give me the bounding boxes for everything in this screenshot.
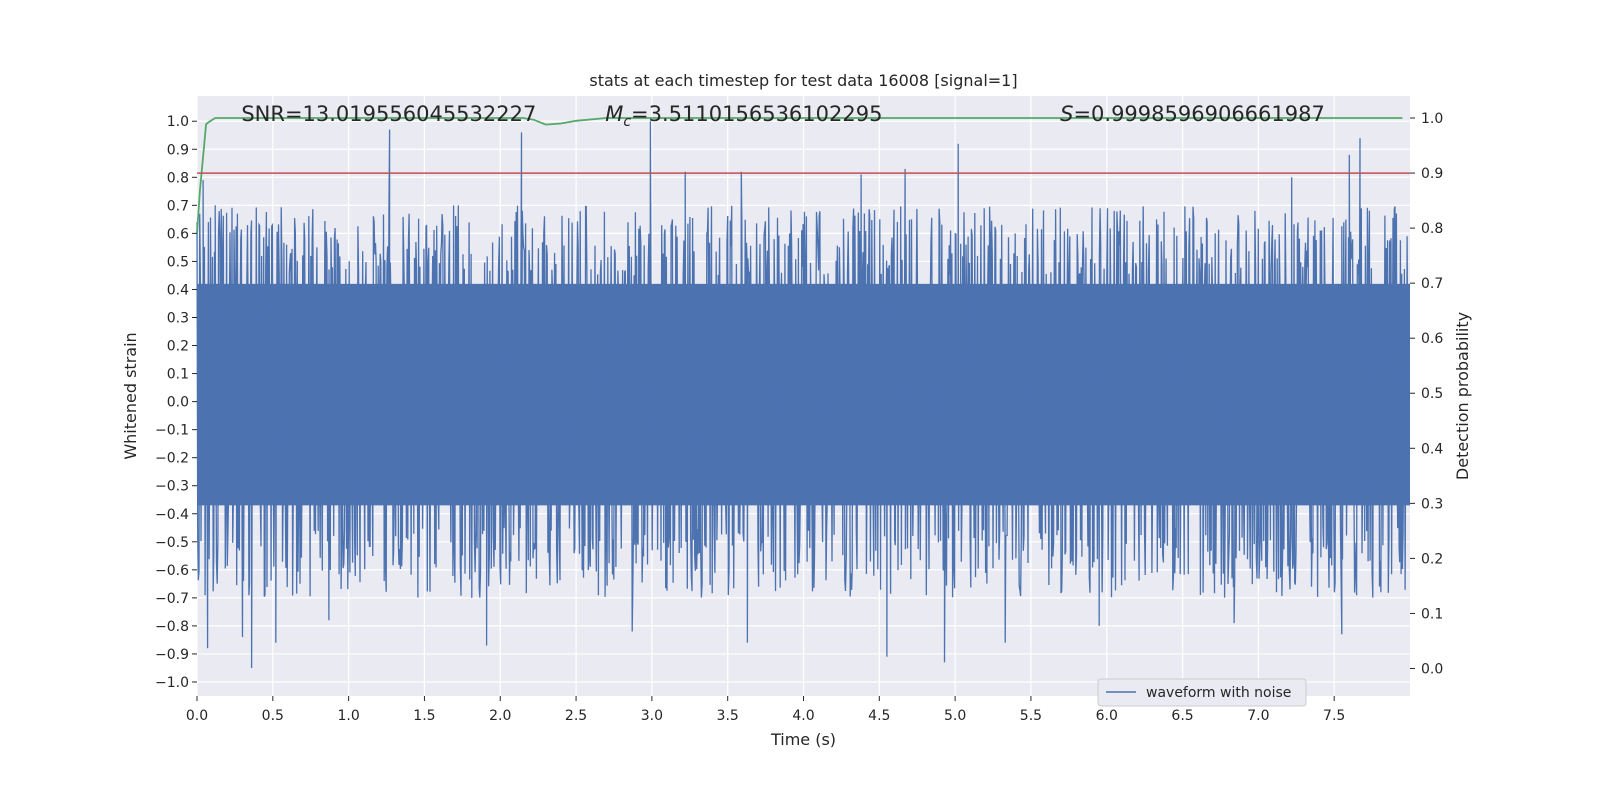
legend: waveform with noise	[1097, 678, 1307, 707]
y-tick-label: 0.8	[167, 170, 189, 186]
x-tick-label: 1.0	[337, 708, 359, 724]
x-tick-label: 2.0	[489, 708, 511, 724]
legend-label-waveform: waveform with noise	[1146, 685, 1291, 701]
stat-annotations: SNR=13.019556045532227 Mc=3.5110156536102…	[241, 102, 1325, 130]
y-tick-label: 1.0	[167, 114, 189, 130]
x-axis-ticks: 0.0 0.5 1.0 1.5 2.0 2.5 3.0 3.5 4.0 4.5 5.0 5.5 6.0 6…	[186, 696, 1345, 724]
y-axis-ticks: 1.0 0.9 0.8 0.7 0.6 0.5 0.4 0.3 0.2 0.1 0.0 −0.1 −0.…	[155, 114, 197, 691]
x-tick-label: 0.5	[262, 708, 284, 724]
y-axis-label: Whitened strain	[121, 332, 140, 459]
annotation-snr: SNR=13.019556045532227	[241, 102, 536, 126]
y2-axis-ticks: 1.0 0.9 0.8 0.7 0.6 0.5 0.4 0.3 0.2 0.1 0.0	[1410, 111, 1443, 677]
x-tick-label: 3.0	[641, 708, 663, 724]
y2-tick-label: 0.8	[1421, 221, 1443, 237]
y-tick-label: −0.7	[155, 591, 189, 607]
y-tick-label: −0.5	[155, 535, 189, 551]
x-tick-label: 6.0	[1096, 708, 1118, 724]
y-tick-label: −0.2	[155, 451, 189, 467]
x-tick-label: 5.5	[1020, 708, 1042, 724]
chart-title: stats at each timestep for test data 160…	[589, 71, 1017, 90]
y2-tick-label: 0.3	[1421, 496, 1443, 512]
y2-tick-label: 0.7	[1421, 276, 1443, 292]
annotation-mc: Mc=3.5110156536102295	[605, 102, 882, 130]
y-tick-label: 0.3	[167, 310, 189, 326]
y-tick-label: −0.1	[155, 423, 189, 439]
waveform-line	[196, 121, 1410, 669]
y2-tick-label: 0.9	[1421, 166, 1443, 182]
probability-series	[196, 117, 1403, 234]
x-axis-label: Time (s)	[770, 730, 836, 749]
y-tick-label: 0.2	[167, 339, 189, 355]
annotation-s: S=0.9998596906661987	[1060, 102, 1325, 126]
x-tick-label: 7.5	[1323, 708, 1345, 724]
x-tick-label: 7.0	[1247, 708, 1269, 724]
y-tick-label: −0.3	[155, 479, 189, 495]
x-tick-label: 3.5	[717, 708, 739, 724]
x-tick-label: 0.0	[186, 708, 208, 724]
x-tick-label: 4.5	[868, 708, 890, 724]
x-tick-label: 5.0	[944, 708, 966, 724]
y-tick-label: 0.9	[167, 142, 189, 158]
x-tick-label: 1.5	[413, 708, 435, 724]
y2-tick-label: 0.5	[1421, 386, 1443, 402]
y-tick-label: 0.6	[167, 226, 189, 242]
y-tick-label: −1.0	[155, 675, 189, 691]
y2-tick-label: 0.1	[1421, 606, 1443, 622]
legend-box	[1097, 678, 1307, 707]
y2-tick-label: 1.0	[1421, 111, 1443, 127]
y2-axis-label: Detection probability	[1453, 312, 1472, 480]
y-tick-label: 0.7	[167, 198, 189, 214]
y2-tick-label: 0.6	[1421, 331, 1443, 347]
y-tick-label: 0.5	[167, 254, 189, 270]
x-tick-label: 2.5	[565, 708, 587, 724]
y-tick-label: −0.9	[155, 647, 189, 663]
probability-line	[196, 117, 1403, 234]
y-tick-label: −0.4	[155, 507, 189, 523]
y2-tick-label: 0.2	[1421, 551, 1443, 567]
x-tick-label: 6.5	[1171, 708, 1193, 724]
y2-tick-label: 0.0	[1421, 661, 1443, 677]
y-tick-label: 0.4	[167, 282, 189, 298]
waveform-series	[196, 121, 1410, 669]
x-tick-label: 4.0	[792, 708, 814, 724]
y-tick-label: 0.1	[167, 367, 189, 383]
y-tick-label: −0.8	[155, 619, 189, 635]
y-tick-label: −0.6	[155, 563, 189, 579]
y2-tick-label: 0.4	[1421, 441, 1443, 457]
y-tick-label: 0.0	[167, 395, 189, 411]
